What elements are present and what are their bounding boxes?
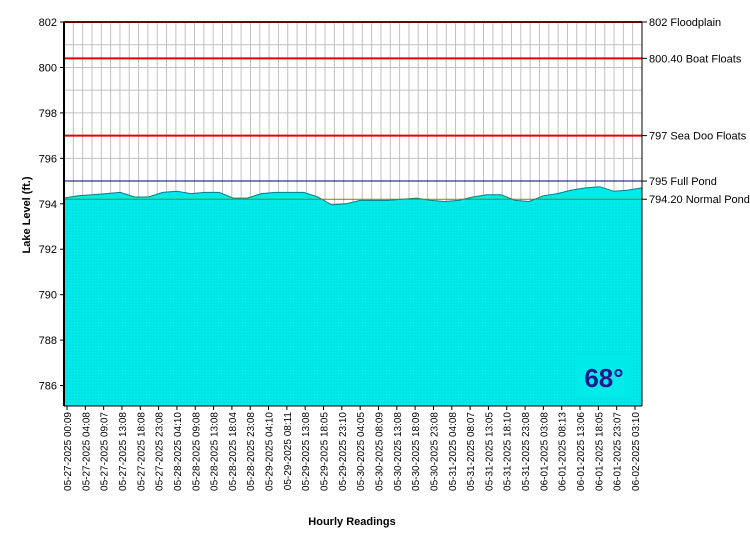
lake-level-line [63,186,643,206]
y-tick-label: 786 [39,381,57,393]
temperature-badge-background [576,356,632,398]
x-tick-labels: 05-27-2025 00:09 05-27-2025 04:08 05-27-20… [63,406,642,491]
x-tick-label: 05-28-2025 09:08 [191,412,202,491]
temperature-value: 68° [584,363,623,393]
x-tick-label: 05-31-2025 18:10 [503,412,514,491]
x-tick-label: 06-01-2025 03:08 [539,412,550,491]
x-axis-title: Hourly Readings [308,516,395,528]
x-tick-label: 05-27-2025 13:08 [118,412,129,491]
y-tick-label: 798 [39,108,57,120]
x-tick-label: 05-29-2025 23:10 [338,412,349,491]
x-tick-label: 05-29-2025 13:08 [301,412,312,491]
axes [63,21,643,407]
x-tick-label: 05-28-2025 23:08 [246,412,257,491]
y-axis-title: Lake Level (ft.) [21,176,33,253]
x-tick-label: 05-29-2025 04:10 [265,412,276,491]
y-tick-label: 796 [39,153,57,165]
temperature-badge: 68° [576,356,632,398]
x-tick-label: 05-31-2025 23:08 [521,412,532,491]
x-tick-label: 06-01-2025 08:13 [558,412,569,491]
x-tick-label: 05-30-2025 23:08 [429,412,440,491]
x-tick-label: 05-30-2025 18:09 [411,412,422,491]
x-tick-label: 05-28-2025 13:08 [210,412,221,491]
y-tick-label: 788 [39,335,57,347]
y-tick-label: 792 [39,244,57,256]
reference-label: 797 Sea Doo Floats [649,131,747,143]
reference-label: 794.20 Normal Pond [649,194,750,206]
x-tick-label: 05-27-2025 00:09 [63,412,74,491]
reference-label: 795 Full Pond [649,176,717,188]
x-tick-label: 06-01-2025 23:07 [613,412,624,491]
y-tick-label: 794 [39,199,57,211]
reference-label: 802 Floodplain [649,17,721,29]
y-tick-label: 800 [39,62,57,74]
reference-labels: 802 Floodplain 800.40 Boat Floats 797 Sea … [642,17,750,206]
reference-label: 800.40 Boat Floats [649,53,742,65]
x-tick-label: 05-30-2025 08:09 [374,412,385,491]
y-tick-label: 790 [39,290,57,302]
x-tick-label: 06-01-2025 13:06 [576,412,587,491]
x-tick-label: 05-30-2025 13:08 [393,412,404,491]
x-tick-label: 05-31-2025 08:07 [466,412,477,491]
x-tick-label: 05-29-2025 08:11 [283,412,294,491]
y-tick-label: 802 [39,17,57,29]
x-tick-label: 05-27-2025 09:07 [100,412,111,491]
x-tick-label: 05-30-2025 04:05 [356,412,367,491]
x-tick-label: 05-31-2025 13:05 [484,412,495,491]
area-layer [63,186,643,406]
x-tick-label: 05-29-2025 18:05 [320,412,331,491]
x-tick-label: 05-28-2025 18:04 [228,412,239,491]
y-tick-labels: 786 788 790 792 794 796 798 800 802 [39,17,64,393]
x-tick-label: 05-31-2025 04:08 [448,412,459,491]
x-tick-label: 05-28-2025 04:10 [173,412,184,491]
x-tick-label: 06-02-2025 03:10 [631,412,642,491]
x-tick-label: 05-27-2025 18:08 [136,412,147,491]
x-tick-label: 06-01-2025 18:05 [594,412,605,491]
x-tick-label: 05-27-2025 04:08 [81,412,92,491]
lake-level-area [64,186,642,406]
x-tick-label: 05-27-2025 23:08 [155,412,166,491]
